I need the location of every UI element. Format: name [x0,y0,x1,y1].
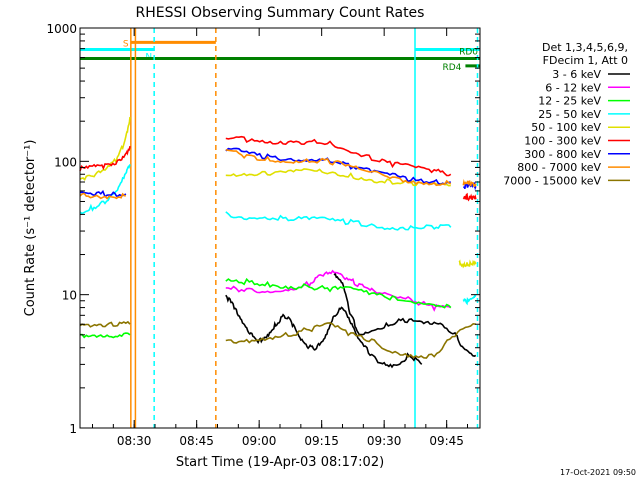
series-800-7000-kev-segment-2 [462,178,477,188]
series-50-100-kev-segment-1 [225,168,451,187]
footer-timestamp: 17-Oct-2021 09:50 [560,468,636,477]
y-tick-label-10: 10 [62,289,77,303]
y-tick-label-100: 100 [54,155,77,169]
legend: Det 1,3,4,5,6,9,FDecim 1, Att 03 - 6 keV… [503,41,630,187]
x-tick-label-09-30: 09:30 [367,434,402,448]
series-6-12-kev-segment-0 [225,269,452,312]
legend-label-3-6-kev: 3 - 6 keV [552,68,601,81]
bar-label-s: S [123,39,129,49]
series-12-25-kev-segment-1 [225,277,452,309]
x-tick-label-09-15: 09:15 [304,434,339,448]
y-axis-label: Count Rate (s⁻¹ detector⁻¹) [23,140,38,317]
series-800-7000-kev-segment-0 [79,192,127,200]
series-12-25-kev-segment-0 [79,332,131,339]
bar-label-rd0: RD0 [459,48,478,58]
series-100-300-kev-segment-2 [462,192,477,202]
legend-label-6-12-kev: 6 - 12 keV [545,81,601,94]
series-7000-15000-kev-segment-0 [79,320,131,328]
series-300-800-kev-segment-1 [225,147,451,186]
y-tick-label-1000: 1000 [46,22,77,36]
chart-title: RHESSI Observing Summary Count Rates [136,5,425,21]
series-100-300-kev-segment-1 [225,135,452,177]
legend-header-1: FDecim 1, Att 0 [543,54,628,67]
y-tick-label-1: 1 [69,422,77,436]
legend-label-100-300-kev: 100 - 300 keV [524,135,601,148]
x-tick-label-09-00: 09:00 [242,434,277,448]
x-axis-label: Start Time (19-Apr-03 08:17:02) [176,455,384,470]
legend-label-12-25-kev: 12 - 25 keV [538,95,601,108]
series-50-100-kev-segment-0 [79,116,131,181]
y-axis: 1 10 100 1000 [46,22,480,436]
x-tick-label-08-45: 08:45 [179,434,214,448]
series-lines [79,116,477,369]
bar-label-rd4: RD4 [442,63,461,73]
series-800-7000-kev-segment-1 [225,149,452,187]
event-lines [130,28,479,428]
series-25-50-kev-segment-1 [225,211,452,231]
legend-label-800-7000-kev: 800 - 7000 keV [517,161,601,174]
legend-label-7000-15000-kev: 7000 - 15000 keV [503,174,601,187]
series-50-100-kev-segment-2 [458,259,477,269]
x-tick-label-09-45: 09:45 [429,434,464,448]
instrument-bars: SNRD0RD4 [80,39,480,73]
series-25-50-kev-segment-2 [462,294,477,306]
series-7000-15000-kev-segment-1 [225,322,476,359]
legend-label-300-800-kev: 300 - 800 keV [524,148,601,161]
legend-header-0: Det 1,3,4,5,6,9, [542,41,628,54]
x-axis: 08:30 08:45 09:00 09:15 09:30 09:45 [92,28,468,448]
series-3-6-kev-segment-1 [225,294,423,369]
series-100-300-kev-segment-0 [79,145,131,172]
x-tick-label-08-30: 08:30 [117,434,152,448]
legend-label-50-100-kev: 50 - 100 keV [531,121,601,134]
legend-label-25-50-kev: 25 - 50 keV [538,108,601,121]
